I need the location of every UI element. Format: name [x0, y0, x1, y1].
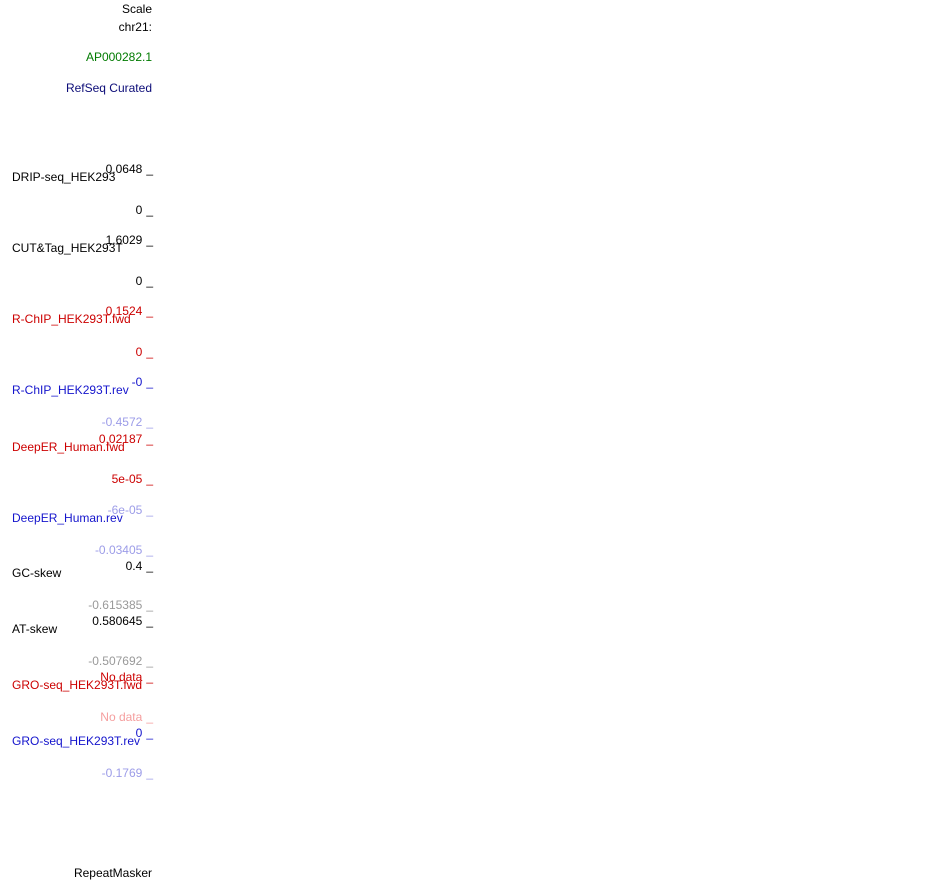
- track-rchip-rev-max-value: -0: [131, 375, 143, 389]
- track-gc-skew-max-value: 0.4: [125, 559, 143, 573]
- track-rchip-rev-min-line: -0.4572 _: [0, 404, 153, 440]
- track-at-skew-max-line: 0.580645 _: [0, 603, 153, 639]
- axis-tick: _: [146, 503, 153, 517]
- axis-tick: _: [146, 203, 153, 217]
- track-drip-seq-max-value: 0.0648: [105, 162, 143, 176]
- track-deeper-rev-max-value: -6e-05: [107, 503, 143, 517]
- track-gc-skew-max-line: 0.4 _: [0, 548, 153, 584]
- axis-tick: _: [146, 274, 153, 288]
- track-label-at-skew[interactable]: AT-skew: [12, 622, 58, 636]
- track-gro-seq-rev-max-line: 0 _: [0, 715, 153, 751]
- position-label: chr21:: [118, 20, 152, 34]
- axis-tick: _: [146, 472, 153, 486]
- axis-tick: _: [146, 432, 153, 446]
- track-label-refseq-curated[interactable]: RefSeq Curated: [65, 81, 152, 95]
- gene-item-label[interactable]: AP000282.1: [85, 50, 152, 64]
- track-label-cut-tag[interactable]: CUT&Tag_HEK293T: [12, 241, 123, 255]
- axis-tick: _: [146, 654, 153, 668]
- track-gc-skew-min-value: -0.615385: [88, 598, 143, 612]
- track-deeper-fwd-max-line: 0.02187 _: [0, 421, 153, 457]
- track-cut-tag-min-value: 0: [135, 274, 143, 288]
- track-gro-seq-fwd-max-line: No data _: [0, 659, 153, 695]
- axis-tick: _: [146, 559, 153, 573]
- track-rchip-fwd-min-line: 0 _: [0, 334, 153, 370]
- track-label-gro-seq-rev[interactable]: GRO-seq_HEK293T.rev: [12, 734, 141, 748]
- track-rchip-fwd-max-value: 0.1524: [105, 304, 143, 318]
- track-deeper-fwd-min-value: 5e-05: [111, 472, 143, 486]
- axis-tick: _: [146, 375, 153, 389]
- track-deeper-fwd-max-value: 0.02187: [98, 432, 143, 446]
- track-label-drip-seq[interactable]: DRIP-seq_HEK293: [12, 170, 116, 184]
- track-deeper-rev-min-value: -0.03405: [94, 543, 143, 557]
- track-label-repeatmasker[interactable]: RepeatMasker: [73, 866, 152, 880]
- axis-tick: _: [146, 415, 153, 429]
- track-label-rchip-rev[interactable]: R-ChIP_HEK293T.rev: [12, 383, 129, 397]
- track-rchip-rev-min-value: -0.4572: [101, 415, 143, 429]
- axis-tick: _: [146, 233, 153, 247]
- track-rchip-fwd-min-value: 0: [135, 345, 143, 359]
- axis-tick: _: [146, 766, 153, 780]
- track-gro-seq-rev-max-value: 0: [135, 726, 143, 740]
- track-drip-seq-max-line: 0.0648 _: [0, 151, 153, 187]
- track-deeper-fwd-min-line: 5e-05 _: [0, 461, 153, 497]
- track-cut-tag-min-line: 0 _: [0, 263, 153, 299]
- axis-tick: _: [146, 670, 153, 684]
- track-gro-seq-fwd-min-value: No data: [100, 710, 143, 724]
- axis-tick: _: [146, 304, 153, 318]
- track-drip-seq-min-line: 0 _: [0, 192, 153, 228]
- track-gro-seq-rev-min-value: -0.1769: [101, 766, 143, 780]
- scale-label: Scale: [121, 2, 152, 16]
- track-label-gro-seq-fwd[interactable]: GRO-seq_HEK293T.fwd: [12, 678, 143, 692]
- axis-tick: _: [146, 598, 153, 612]
- axis-tick: _: [146, 710, 153, 724]
- track-label-rchip-fwd[interactable]: R-ChIP_HEK293T.fwd: [12, 312, 131, 326]
- track-cut-tag-max-value: 1.6029: [105, 233, 143, 247]
- track-deeper-rev-min-line: -0.03405 _: [0, 532, 153, 568]
- track-deeper-rev-max-line: -6e-05 _: [0, 492, 153, 528]
- track-gro-seq-rev-min-line: -0.1769 _: [0, 755, 153, 791]
- track-label-gc-skew[interactable]: GC-skew: [12, 566, 62, 580]
- track-at-skew-max-value: 0.580645: [92, 614, 143, 628]
- track-gro-seq-fwd-max-value: No data: [100, 670, 143, 684]
- plot-area-empty: [156, 0, 950, 884]
- axis-tick: _: [146, 162, 153, 176]
- track-at-skew-min-line: -0.507692 _: [0, 643, 153, 679]
- track-label-deeper-rev[interactable]: DeepER_Human.rev: [12, 511, 123, 525]
- track-cut-tag-max-line: 1.6029 _: [0, 222, 153, 258]
- track-at-skew-min-value: -0.507692: [88, 654, 143, 668]
- track-gc-skew-min-line: -0.615385 _: [0, 587, 153, 623]
- track-gro-seq-fwd-min-line: No data _: [0, 699, 153, 735]
- axis-tick: _: [146, 543, 153, 557]
- track-drip-seq-min-value: 0: [135, 203, 143, 217]
- track-rchip-rev-max-line: -0 _: [0, 364, 153, 400]
- track-rchip-fwd-max-line: 0.1524 _: [0, 293, 153, 329]
- axis-tick: _: [146, 614, 153, 628]
- axis-tick: _: [146, 726, 153, 740]
- axis-tick: _: [146, 345, 153, 359]
- track-label-deeper-fwd[interactable]: DeepER_Human.fwd: [12, 440, 125, 454]
